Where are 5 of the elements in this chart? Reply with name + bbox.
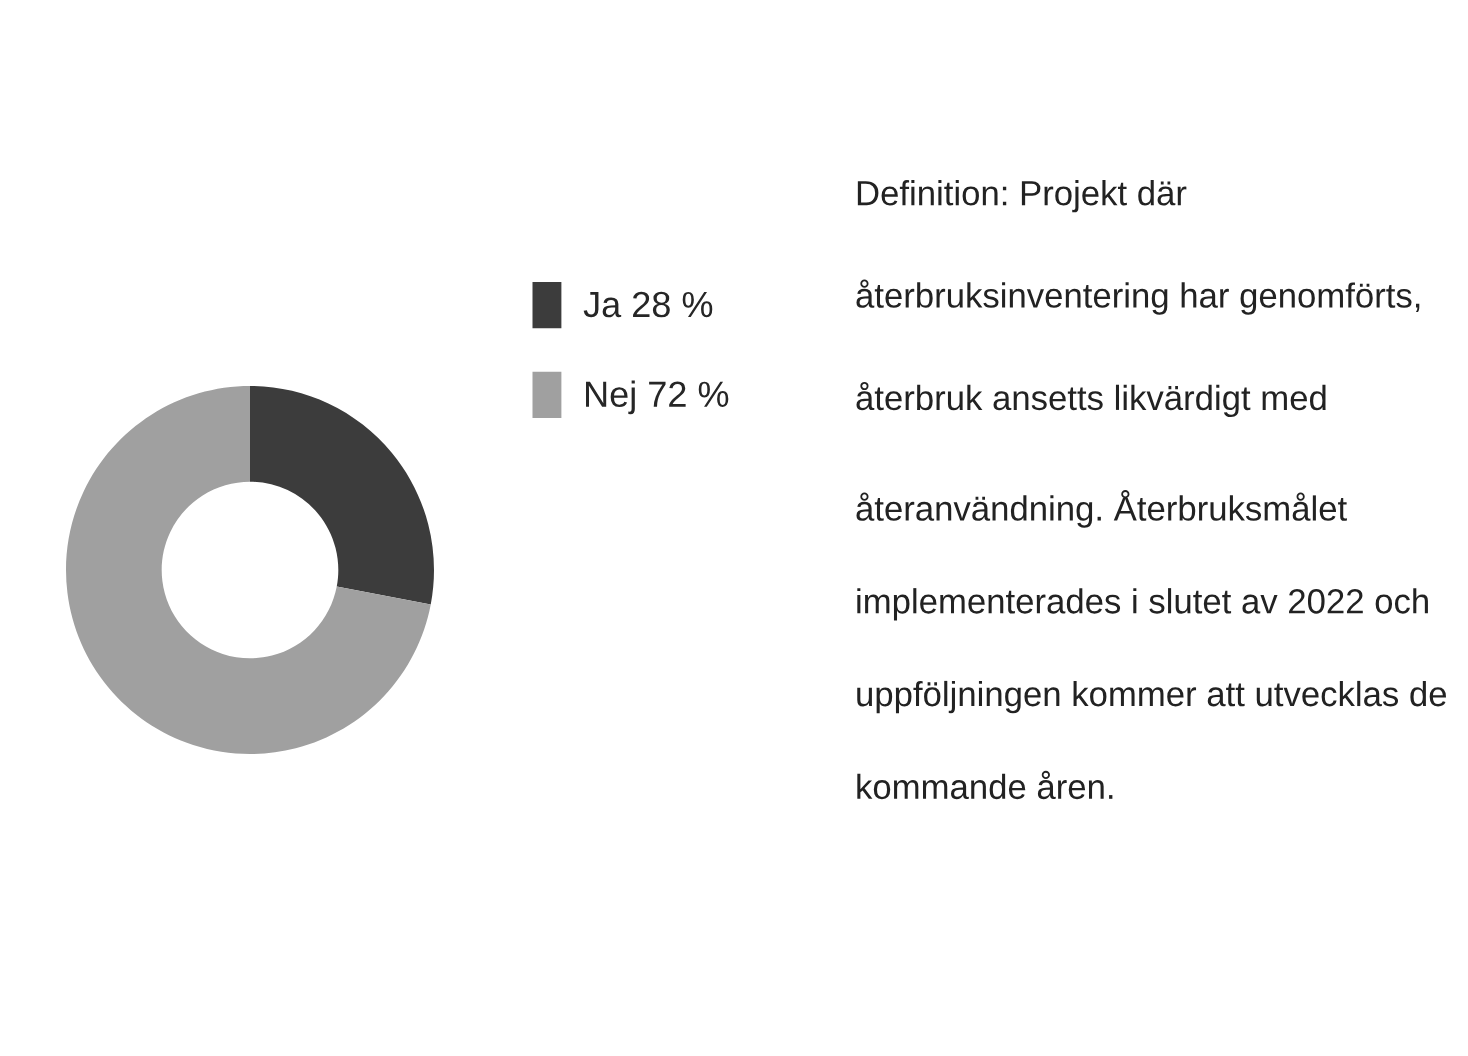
legend-label: Nej 72 % — [586, 380, 729, 415]
donut-slice — [250, 386, 434, 605]
legend-label: Ja 28 % — [583, 291, 713, 318]
donut-slice — [66, 386, 431, 754]
text: Definition: Projekt där återbruksinventering har genomförts, återbruk ansetts likvärdigt med återanvändning. Återbruksmålet implementerades i slutet av 2022 och uppföljningen kommer att utvecklas de kommande åren. — [856, 180, 1446, 800]
